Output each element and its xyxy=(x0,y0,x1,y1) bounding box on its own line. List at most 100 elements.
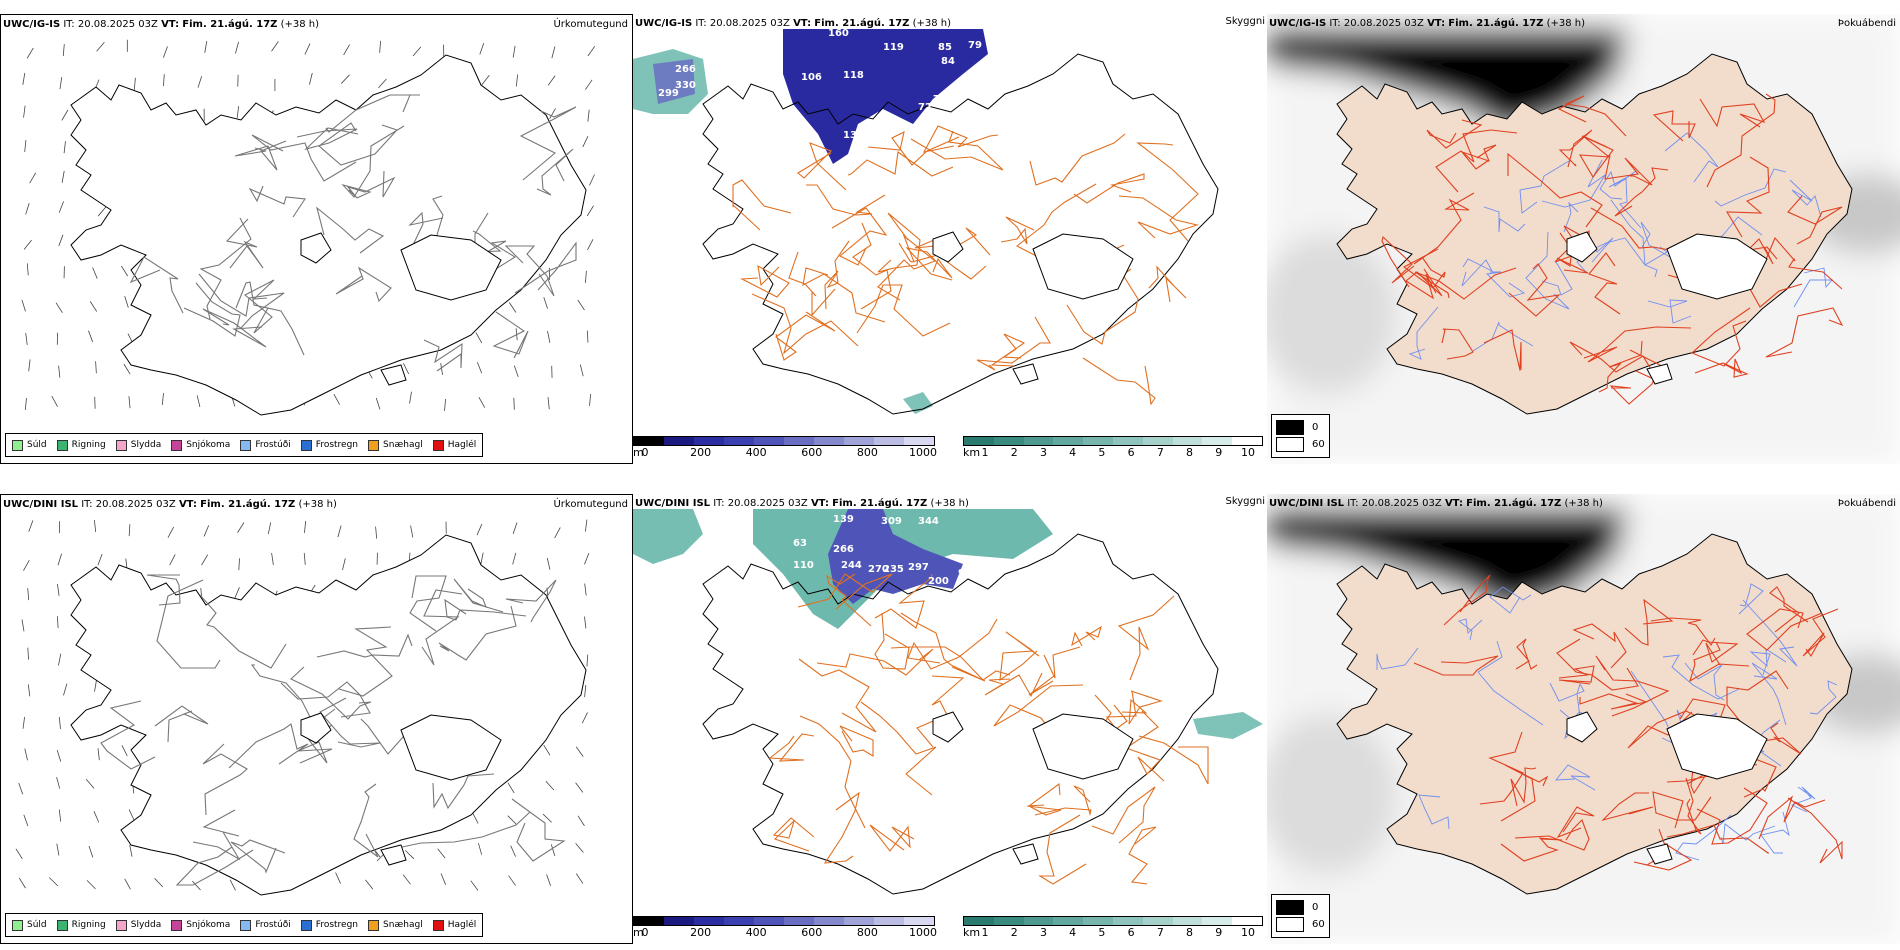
vis-tick: 6 xyxy=(1127,926,1135,939)
ceiling-tick: 600 xyxy=(801,926,823,939)
vis-bar-segment xyxy=(1023,917,1054,925)
ceiling-tick: 1000 xyxy=(909,926,937,939)
ceiling-value-label: 266 xyxy=(675,64,696,75)
vis-bar xyxy=(963,436,1263,446)
vis-bar-segment xyxy=(1172,437,1203,445)
vis-bar-segment xyxy=(964,917,994,925)
panel-name: Þokuábendi xyxy=(1837,18,1896,29)
ceiling-value-label: 110 xyxy=(793,560,814,571)
ceiling-field xyxy=(828,509,963,604)
precip-legend-item: Súld xyxy=(12,919,47,931)
ceiling-value-label: 309 xyxy=(881,516,902,527)
vis-ticks: 1 2 3 4 5 6 7 8 9 10 xyxy=(963,446,1263,459)
vis-tick: 4 xyxy=(1069,926,1077,939)
panel-name: Úrkomutegund xyxy=(553,19,628,30)
vis-tick: 9 xyxy=(1215,926,1223,939)
ceiling-tick: 0 xyxy=(641,926,649,939)
ceiling-bar-segment xyxy=(754,917,784,925)
vis-bar-segment xyxy=(1112,437,1143,445)
ceiling-bar-segment xyxy=(694,917,724,925)
precip-legend-item: Slydda xyxy=(115,439,161,451)
vis-bar-segment xyxy=(1083,917,1113,925)
fog-map xyxy=(1267,494,1900,944)
ceiling-bar-segment xyxy=(694,437,724,445)
legend-swatch xyxy=(12,919,23,931)
ceiling-tick: 400 xyxy=(745,446,767,459)
vis-bar-segment xyxy=(1202,917,1233,925)
ceiling-value-label: 297 xyxy=(908,562,929,573)
glacier-outlines xyxy=(1566,711,1768,865)
legend-swatch xyxy=(115,439,127,451)
ceiling-bar xyxy=(633,436,935,446)
legend-swatch xyxy=(171,919,183,931)
ceiling-bar-segment xyxy=(904,917,934,925)
vis-tick: 3 xyxy=(1039,926,1047,939)
ceiling-vis-panel-row2: UWC/DINI ISL IT: 20.08.2025 03Z VT: Fim.… xyxy=(633,494,1267,944)
coastline xyxy=(70,54,587,416)
precip-legend-item: Frostúði xyxy=(240,439,291,451)
ceiling-tick: 200 xyxy=(690,926,712,939)
ceiling-colorbar: 0 200 400 600 800 1000 m xyxy=(633,436,938,459)
precip-legend-item: Frostregn xyxy=(300,919,358,931)
vis-bar-segment xyxy=(1083,437,1113,445)
ceiling-value-label: 119 xyxy=(883,42,904,53)
vis-tick: 1 xyxy=(981,446,989,459)
precip-panel-row2: UWC/DINI ISL IT: 20.08.2025 03Z VT: Fim.… xyxy=(0,494,633,944)
ceiling-tick: 400 xyxy=(745,926,767,939)
precip-legend-item: Rigning xyxy=(56,919,106,931)
precip-legend-item: Snæhagl xyxy=(368,439,423,451)
precip-map xyxy=(15,519,590,896)
fog-panel-row2: UWC/DINI ISL IT: 20.08.2025 03Z VT: Fim.… xyxy=(1267,494,1900,944)
ceiling-bar-segment xyxy=(634,437,664,445)
vis-bar-segment xyxy=(1053,437,1084,445)
precip-legend-item: Frostúði xyxy=(240,919,291,931)
panel-title: UWC/IG-IS IT: 20.08.2025 03Z VT: Fim. 21… xyxy=(3,19,320,30)
vis-tick: 8 xyxy=(1186,926,1194,939)
glacier-outlines xyxy=(1566,231,1768,385)
ceiling-value-label: 266 xyxy=(833,544,854,555)
legend-swatch xyxy=(56,919,68,931)
vis-tick: 3 xyxy=(1039,446,1047,459)
legend-swatch xyxy=(56,439,68,451)
vis-tick: 5 xyxy=(1098,926,1106,939)
vis-tick: 4 xyxy=(1069,446,1077,459)
ceiling-value-label: 106 xyxy=(801,72,822,83)
road-network xyxy=(1413,574,1843,871)
vis-bar-segment xyxy=(1232,917,1262,925)
vis-tick: 5 xyxy=(1098,446,1106,459)
panel-name: Skyggni xyxy=(1225,496,1265,507)
ceiling-bar-segment xyxy=(784,437,814,445)
ceiling-tick: 0 xyxy=(641,446,649,459)
ceiling-bar-segment xyxy=(844,917,874,925)
ceiling-value-label: 84 xyxy=(941,56,955,67)
legend-swatch xyxy=(12,439,23,451)
ceiling-bar-segment xyxy=(874,917,904,925)
panel-name: Skyggni xyxy=(1225,16,1265,27)
vis-bar-segment xyxy=(964,437,994,445)
precip-legend-item: Haglél xyxy=(432,439,476,451)
legend-swatch xyxy=(368,439,380,451)
fog-max-swatch xyxy=(1276,900,1304,915)
fog-panel-row1: UWC/IG-IS IT: 20.08.2025 03Z VT: Fim. 21… xyxy=(1267,14,1900,464)
precip-legend-item: Haglél xyxy=(432,919,476,931)
vis-bar-segment xyxy=(1023,437,1054,445)
precip-legend-item: Snæhagl xyxy=(368,919,423,931)
ceiling-bar-segment xyxy=(634,917,664,925)
precip-legend-item: Snjókoma xyxy=(171,919,230,931)
ceiling-bar-segment xyxy=(724,917,754,925)
glacier-outlines xyxy=(932,231,1134,385)
fog-legend: 0 60 xyxy=(1271,414,1330,458)
legend-swatch xyxy=(240,439,252,451)
ceiling-value-label: 63 xyxy=(793,538,807,549)
legend-swatch xyxy=(115,919,127,931)
ceiling-value-label: 85 xyxy=(938,42,952,53)
ceiling-ticks: 0 200 400 600 800 1000 xyxy=(633,446,938,459)
ceiling-field xyxy=(653,29,988,164)
precip-legend: Súld Rigning Slydda Snjókoma Frostúði Frostre… xyxy=(5,913,484,937)
vis-tick: 10 xyxy=(1241,446,1255,459)
ceiling-bar-segment xyxy=(754,437,784,445)
vis-bar-segment xyxy=(1202,437,1233,445)
precip-legend-item: Rigning xyxy=(56,439,106,451)
